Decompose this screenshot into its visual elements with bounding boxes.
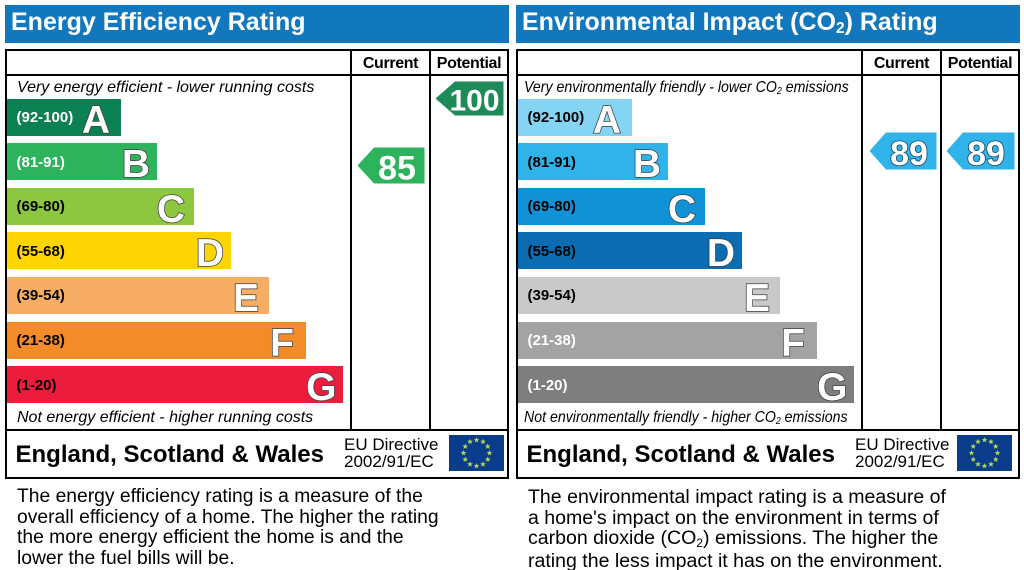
- svg-text:C: C: [157, 188, 185, 225]
- svg-text:89: 89: [890, 135, 928, 170]
- svg-text:D: D: [196, 232, 224, 269]
- svg-text:F: F: [781, 322, 805, 359]
- svg-text:D: D: [707, 232, 735, 269]
- svg-text:B: B: [633, 143, 661, 180]
- svg-text:G: G: [306, 366, 336, 403]
- svg-text:A: A: [82, 99, 110, 136]
- svg-text:85: 85: [378, 150, 416, 185]
- svg-text:G: G: [817, 366, 847, 403]
- svg-text:100: 100: [449, 84, 499, 116]
- svg-text:B: B: [122, 143, 150, 180]
- svg-text:E: E: [744, 277, 770, 314]
- svg-text:A: A: [593, 99, 621, 136]
- svg-text:F: F: [270, 322, 294, 359]
- svg-text:89: 89: [967, 135, 1005, 170]
- svg-text:C: C: [668, 188, 696, 225]
- svg-text:E: E: [233, 277, 259, 314]
